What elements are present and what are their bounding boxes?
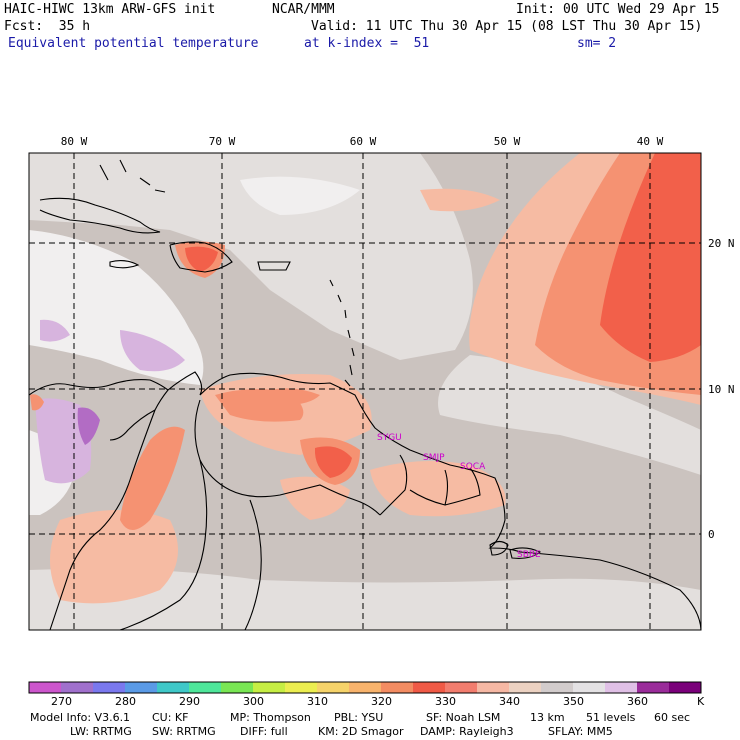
grid-resolution: 13 km xyxy=(530,711,565,724)
colorbar-tick: 270 xyxy=(51,695,72,708)
valid-time: Valid: 11 UTC Thu 30 Apr 15 (08 LST Thu … xyxy=(311,19,703,34)
coastline-bahamas xyxy=(99,159,166,193)
station-label-sygu: SYGU xyxy=(377,433,402,443)
sflay-scheme: SFLAY: MM5 xyxy=(548,725,613,738)
field-region-light xyxy=(29,153,473,360)
colorbar-swatch xyxy=(605,682,638,693)
colorbar-swatch xyxy=(189,682,222,693)
colorbar-tick: 350 xyxy=(563,695,584,708)
field-region-white xyxy=(240,176,360,215)
field-region-red xyxy=(314,446,352,478)
field-region-salmon xyxy=(270,388,320,405)
colorbar-swatch xyxy=(317,682,350,693)
colorbar-swatch xyxy=(573,682,606,693)
lon-label-70w: 70 W xyxy=(209,135,236,148)
colorbar-swatch xyxy=(381,682,414,693)
field-region-red xyxy=(185,246,218,272)
lw-scheme: LW: RRTMG xyxy=(70,725,132,738)
damp-scheme: DAMP: Rayleigh3 xyxy=(420,725,514,738)
coastline-jamaica xyxy=(109,259,140,269)
station-label-smjp: SMJP xyxy=(423,453,445,463)
lon-label-40w: 40 W xyxy=(637,135,664,148)
coastline-amazon-mouth xyxy=(489,540,542,559)
field-region-peach xyxy=(280,476,350,520)
colorbar-swatch xyxy=(445,682,478,693)
colorbar-tick: 280 xyxy=(115,695,136,708)
mp-scheme: MP: Thompson xyxy=(230,711,311,724)
lat-label-20n: 20 N xyxy=(708,237,735,250)
sw-scheme: SW: RRTMG xyxy=(152,725,216,738)
coastline-cuba xyxy=(39,197,161,234)
colorbar-swatch xyxy=(669,682,702,693)
k-index: at k-index = 51 xyxy=(304,36,430,51)
field-region-lilac xyxy=(35,398,92,484)
field-region-salmon xyxy=(120,426,185,530)
colorbar-tick: 290 xyxy=(179,695,200,708)
lon-label-60w: 60 W xyxy=(350,135,377,148)
colorbar-swatch xyxy=(349,682,382,693)
lat-label-10n: 10 N xyxy=(708,383,735,396)
lon-label-80w: 80 W xyxy=(61,135,88,148)
field-region-light xyxy=(29,568,701,630)
field-region-peach xyxy=(370,461,506,517)
station-label-sbbe: SBBE xyxy=(517,550,541,560)
colorbar-tick: 310 xyxy=(307,695,328,708)
lon-label-50w: 50 W xyxy=(494,135,521,148)
coastline-south-america-north xyxy=(167,371,701,630)
colorbar-tick: 330 xyxy=(435,695,456,708)
colorbar-tick: 300 xyxy=(243,695,264,708)
center-name: NCAR/MMM xyxy=(272,2,335,17)
smoothing: sm= 2 xyxy=(577,36,617,51)
model-title: HAIC-HIWC 13km ARW-GFS init xyxy=(4,2,216,17)
coastline-puerto-rico xyxy=(257,261,291,271)
colorbar-swatch xyxy=(541,682,574,693)
colorbar-tick: 340 xyxy=(499,695,520,708)
field-region-purple xyxy=(77,407,100,445)
field-region-peach xyxy=(50,510,178,604)
colorbar-swatch xyxy=(157,682,190,693)
border-colombia xyxy=(49,409,156,630)
pbl-scheme: PBL: YSU xyxy=(334,711,384,724)
border-guianas xyxy=(379,454,481,516)
coastline-lesser-antilles xyxy=(329,279,355,387)
km-scheme: KM: 2D Smagor xyxy=(318,725,404,738)
forecast-hour: Fcst: 35 h xyxy=(4,19,91,34)
colorbar-swatch xyxy=(637,682,670,693)
map-frame xyxy=(28,152,702,631)
field-region-lilac xyxy=(40,319,70,342)
colorbar-swatch xyxy=(509,682,542,693)
colorbar-unit: K xyxy=(697,695,705,708)
colorbar xyxy=(29,682,702,693)
field-region-salmon xyxy=(30,394,44,411)
station-label-soca: SOCA xyxy=(460,462,486,472)
colorbar-swatch xyxy=(477,682,510,693)
time-step: 60 sec xyxy=(654,711,691,724)
field-region-peach xyxy=(420,188,500,212)
model-info: Model Info: V3.6.1 xyxy=(30,711,131,724)
colorbar-swatch xyxy=(253,682,286,693)
vertical-levels: 51 levels xyxy=(586,711,636,724)
cu-scheme: CU: KF xyxy=(152,711,189,724)
colorbar-swatch xyxy=(285,682,318,693)
lat-label-0: 0 xyxy=(708,528,715,541)
colorbar-swatch xyxy=(125,682,158,693)
sf-scheme: SF: Noah LSM xyxy=(426,711,501,724)
diff-scheme: DIFF: full xyxy=(240,725,288,738)
field-region-light xyxy=(438,355,701,475)
border-brazil xyxy=(119,459,262,630)
colorbar-frame xyxy=(28,681,702,694)
field-region-lilac xyxy=(120,330,185,372)
colorbar-tick: 320 xyxy=(371,695,392,708)
colorbar-swatch xyxy=(93,682,126,693)
colorbar-swatch xyxy=(29,682,62,693)
colorbar-swatch xyxy=(413,682,446,693)
init-time: Init: 00 UTC Wed 29 Apr 15 xyxy=(516,2,720,17)
field-name: Equivalent potential temperature xyxy=(8,36,259,51)
colorbar-swatch xyxy=(221,682,254,693)
colorbar-tick: 360 xyxy=(627,695,648,708)
colorbar-swatch xyxy=(61,682,94,693)
